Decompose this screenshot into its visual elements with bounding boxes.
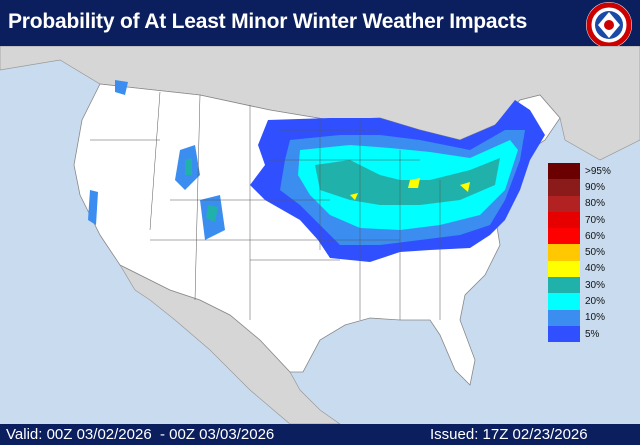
legend-label: 80% (585, 198, 606, 210)
probability-areas (88, 80, 545, 262)
legend-item: 80% (548, 195, 611, 212)
legend-item: 20% (548, 293, 611, 310)
legend: >95% 90% 80% 70% 60% 50% 40% 30% 20% 10%… (548, 163, 611, 343)
area-40pct (350, 178, 470, 200)
map (0, 46, 640, 424)
area-west-20pct (185, 158, 218, 222)
legend-item: 40% (548, 260, 611, 278)
legend-item: 70% (548, 211, 611, 229)
legend-item: 5% (548, 325, 611, 343)
legend-item: >95% (548, 163, 611, 180)
map-title: Probability of At Least Minor Winter Wea… (8, 10, 528, 33)
legend-label: 70% (585, 214, 606, 226)
legend-label: 5% (585, 328, 600, 340)
legend-item: 90% (548, 179, 611, 196)
legend-item: 50% (548, 244, 611, 261)
legend-label: 40% (585, 263, 606, 275)
legend-label: 20% (585, 296, 606, 308)
legend-label: 90% (585, 181, 606, 193)
legend-item: 10% (548, 309, 611, 326)
valid-period: Valid: 00Z 03/02/2026 - 00Z 03/03/2026 (6, 426, 275, 443)
state-borders (90, 91, 441, 320)
legend-label: 10% (585, 312, 606, 324)
footer-bar: Valid: 00Z 03/02/2026 - 00Z 03/03/2026 I… (0, 424, 640, 445)
area-30pct (315, 158, 500, 205)
legend-label: 50% (585, 247, 606, 259)
legend-label: 30% (585, 279, 606, 291)
nws-logo (586, 2, 632, 48)
title-bar: Probability of At Least Minor Winter Wea… (0, 0, 640, 48)
area-west-5pct (88, 80, 225, 240)
legend-item: 30% (548, 277, 611, 294)
issued-time: Issued: 17Z 02/23/2026 (430, 426, 588, 443)
legend-label: >95% (585, 165, 611, 177)
legend-label: 60% (585, 230, 606, 242)
legend-item: 60% (548, 228, 611, 245)
